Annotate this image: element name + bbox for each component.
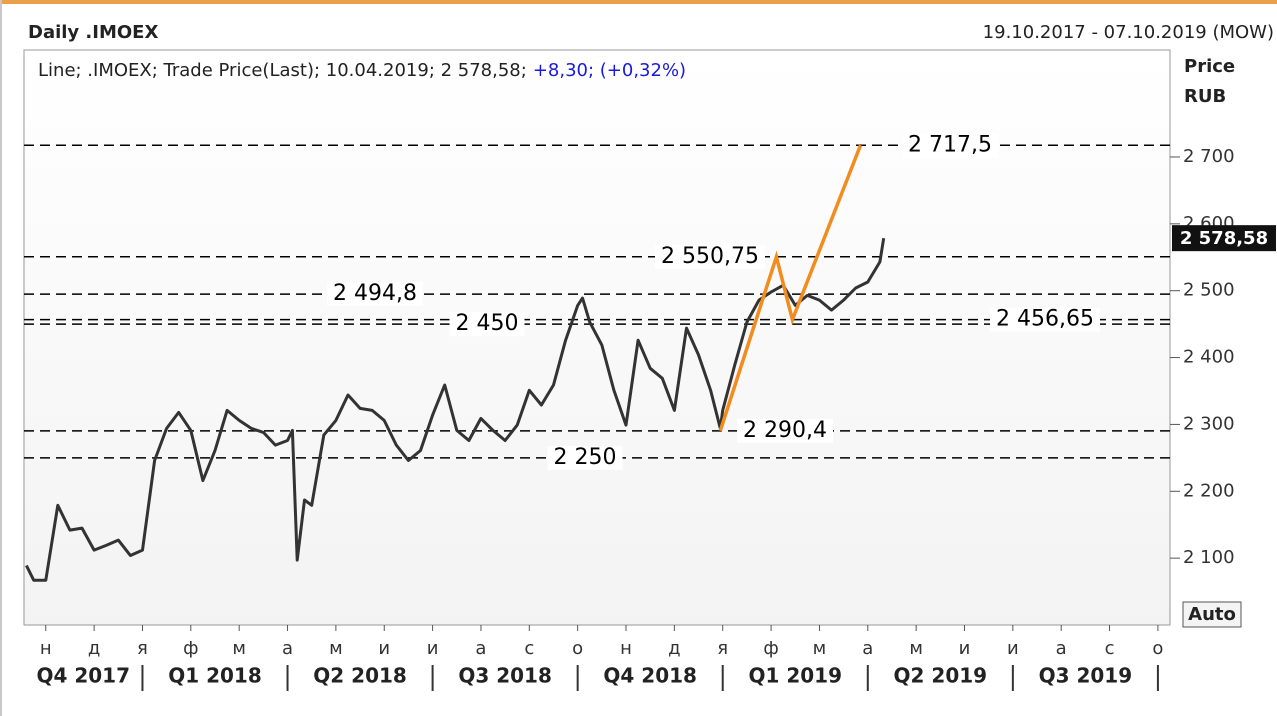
level-label-bg xyxy=(737,418,833,443)
last-value-box xyxy=(1172,225,1276,252)
level-label-bg xyxy=(547,445,623,470)
x-tick-label: н xyxy=(40,638,52,659)
y-axis-unit: RUB xyxy=(1184,86,1226,107)
date-range: 19.10.2017 - 07.10.2019 (MOW) xyxy=(983,22,1274,43)
y-tick-label: 2 100 xyxy=(1183,547,1235,568)
level-label: 2 290,4 xyxy=(743,418,827,443)
x-tick-label: а xyxy=(1056,638,1067,659)
level-label-bg xyxy=(449,312,525,337)
chart-title: Daily .IMOEX xyxy=(28,22,158,43)
quarter-label: Q1 2018 xyxy=(168,664,262,688)
level-label-bg xyxy=(902,133,998,158)
level-label: 2 450 xyxy=(456,311,519,336)
level-label-bg xyxy=(655,244,765,269)
auto-button[interactable] xyxy=(1182,601,1242,628)
x-tick-label: а xyxy=(475,638,486,659)
level-label: 2 717,5 xyxy=(908,132,992,157)
quarter-label: Q4 2017 xyxy=(36,664,130,688)
x-tick-label: о xyxy=(1152,638,1163,659)
x-tick-label: м xyxy=(813,638,827,659)
level-label: 2 550,75 xyxy=(661,244,759,269)
y-tick-label: 2 200 xyxy=(1183,480,1235,501)
level-label-bg xyxy=(990,307,1100,332)
trend-line xyxy=(718,144,863,432)
level-label: 2 250 xyxy=(554,445,617,470)
level-label: 2 494,8 xyxy=(333,281,417,306)
x-tick-label: и xyxy=(427,638,439,659)
x-tick-label: ф xyxy=(183,638,198,659)
x-tick-label: ф xyxy=(763,638,778,659)
x-tick-label: и xyxy=(378,638,390,659)
x-tick-label: и xyxy=(1007,638,1019,659)
quarter-label: Q2 2018 xyxy=(313,664,407,688)
x-tick-label: м xyxy=(909,638,923,659)
quarter-label: Q3 2018 xyxy=(458,664,552,688)
level-label-bg xyxy=(327,282,423,307)
x-tick-label: с xyxy=(1105,638,1115,659)
x-tick-label: м xyxy=(329,638,343,659)
quarter-label: Q3 2019 xyxy=(1039,664,1133,688)
y-axis-label: Price xyxy=(1184,56,1235,77)
legend-change: +8,30; (+0,32%) xyxy=(533,60,686,81)
auto-button-label[interactable]: Auto xyxy=(1188,604,1236,625)
quarter-label: Q4 2018 xyxy=(603,664,697,688)
quarter-label: Q2 2019 xyxy=(894,664,988,688)
x-tick-label: н xyxy=(620,638,632,659)
top-border xyxy=(0,0,1277,4)
level-label: 2 456,65 xyxy=(996,307,1094,332)
x-tick-label: д xyxy=(668,638,680,659)
x-tick-label: и xyxy=(959,638,971,659)
x-tick-label: м xyxy=(232,638,246,659)
legend-text: Line; .IMOEX; Trade Price(Last); 10.04.2… xyxy=(38,60,527,81)
price-line xyxy=(25,237,886,582)
x-tick-label: я xyxy=(137,638,148,659)
quarter-label: Q1 2019 xyxy=(748,664,842,688)
last-value-label: 2 578,58 xyxy=(1180,228,1268,249)
y-tick-label: 2 700 xyxy=(1183,146,1235,167)
x-tick-label: с xyxy=(524,638,534,659)
x-tick-label: а xyxy=(282,638,293,659)
y-tick-label: 2 400 xyxy=(1183,347,1235,368)
x-tick-label: о xyxy=(572,638,583,659)
y-tick-label: 2 300 xyxy=(1183,413,1235,434)
x-tick-label: д xyxy=(88,638,100,659)
x-tick-label: а xyxy=(862,638,873,659)
y-tick-label: 2 500 xyxy=(1183,280,1235,301)
x-tick-label: я xyxy=(717,638,728,659)
left-border xyxy=(0,0,2,716)
